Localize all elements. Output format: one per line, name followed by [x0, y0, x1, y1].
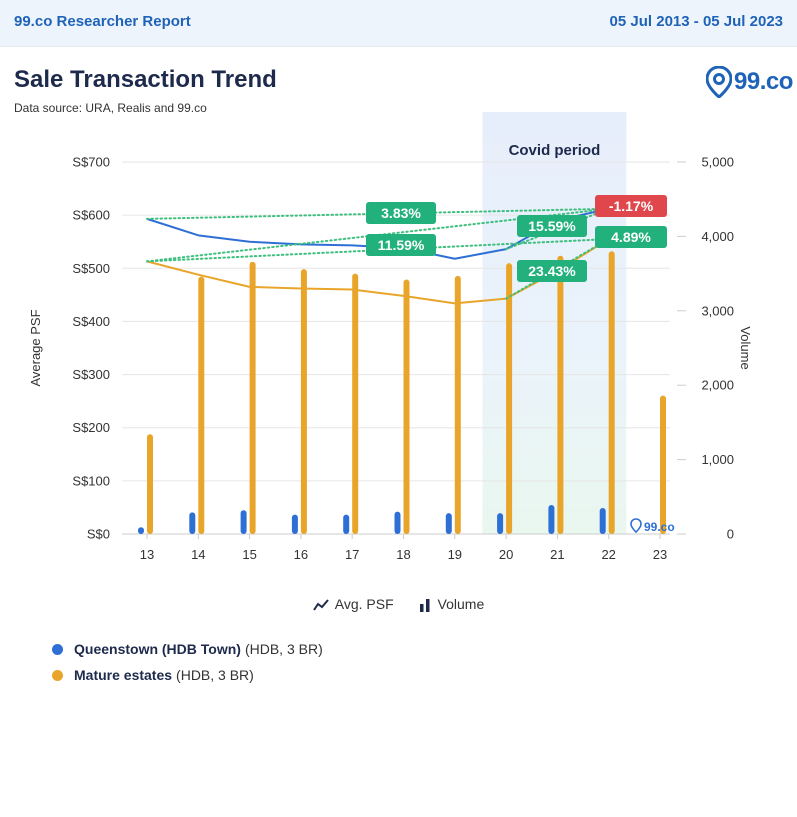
volume-bar	[352, 273, 359, 534]
y-right-tick-label: 1,000	[701, 452, 734, 467]
badge-background	[366, 234, 436, 256]
series-legend-item[interactable]: Queenstown (HDB Town) (HDB, 3 BR)	[52, 636, 323, 662]
chart-subtitle: Data source: URA, Realis and 99.co	[14, 101, 207, 115]
volume-bar	[291, 514, 298, 534]
y-right-tick-label: 3,000	[701, 303, 734, 318]
y-left-tick-label: S$600	[72, 208, 110, 223]
series-legend: Queenstown (HDB Town) (HDB, 3 BR) Mature…	[52, 636, 323, 688]
y-left-tick-label: S$500	[72, 261, 110, 276]
chart-title: Sale Transaction Trend	[14, 66, 277, 93]
badge-background	[366, 202, 436, 224]
badge-label: 4.89%	[611, 229, 651, 245]
badge-label: 11.59%	[378, 237, 425, 253]
y-left-tick-label: S$200	[72, 420, 110, 435]
percent-change-badge: -1.17%	[595, 195, 667, 217]
badge-label: 15.59%	[528, 218, 576, 234]
volume-bar	[403, 279, 410, 534]
volume-bar	[198, 276, 205, 534]
report-header-bar: 99.co Researcher Report 05 Jul 2013 - 05…	[0, 0, 797, 47]
y-left-tick-label: S$400	[72, 314, 110, 329]
volume-bar	[557, 255, 564, 534]
covid-period-band	[482, 112, 627, 534]
volume-bar	[147, 434, 153, 534]
brand-logo: 99.co	[705, 65, 793, 99]
x-tick-label: 21	[550, 547, 564, 562]
watermark-text: 99.co	[644, 520, 675, 534]
y-right-tick-label: 4,000	[701, 229, 734, 244]
volume-bar	[343, 514, 350, 534]
y-left-tick-label: S$0	[87, 527, 110, 542]
y-left-tick-label: S$100	[72, 473, 110, 488]
bar-chart-icon	[419, 599, 430, 613]
series-color-dot	[52, 669, 63, 681]
y-left-tick-label: S$700	[72, 155, 110, 170]
x-tick-label: 18	[396, 547, 410, 562]
volume-bar	[608, 251, 615, 534]
legend-volume[interactable]: Volume	[418, 596, 485, 613]
percent-change-badge: 4.89%	[595, 226, 667, 248]
series-name: Mature estates	[74, 667, 173, 683]
badge-background	[595, 226, 667, 248]
series-name: Queenstown (HDB Town)	[74, 641, 241, 657]
volume-bar	[249, 261, 256, 534]
volume-bar	[497, 513, 504, 534]
x-tick-label: 19	[448, 547, 462, 562]
date-range: 05 Jul 2013 - 05 Jul 2023	[609, 13, 783, 30]
series-color-dot	[52, 643, 63, 655]
chart-legend: Avg. PSF Volume	[0, 595, 797, 613]
volume-bar	[599, 507, 606, 534]
percent-change-badge: 11.59%	[366, 234, 436, 256]
avg-psf-line-mature	[146, 238, 610, 305]
legend-avg-psf[interactable]: Avg. PSF	[312, 596, 394, 613]
covid-period-label: Covid period	[509, 142, 601, 159]
logo-text: 99.co	[734, 68, 793, 95]
badge-label: 3.83%	[381, 205, 421, 221]
x-tick-label: 14	[191, 547, 205, 562]
y-left-axis-title: Average PSF	[28, 309, 43, 386]
volume-bar	[138, 527, 144, 534]
x-tick-label: 22	[601, 547, 615, 562]
x-tick-label: 23	[653, 547, 667, 562]
y-left-tick-label: S$300	[72, 367, 110, 382]
volume-bar	[548, 504, 555, 534]
badge-background	[595, 195, 667, 217]
series-detail: (HDB, 3 BR)	[176, 667, 254, 683]
y-right-tick-label: 0	[727, 527, 734, 542]
percent-change-badge: 23.43%	[517, 260, 587, 282]
volume-bar	[300, 269, 307, 534]
location-pin-icon	[705, 65, 733, 99]
chart-watermark: 99.co	[630, 518, 675, 534]
percent-change-badge: 15.59%	[517, 215, 587, 237]
y-right-tick-label: 2,000	[701, 378, 734, 393]
volume-bar	[454, 275, 461, 534]
x-tick-label: 16	[294, 547, 308, 562]
volume-bar	[506, 263, 513, 534]
line-chart-icon	[312, 599, 329, 611]
percent-change-badge: 3.83%	[366, 202, 436, 224]
y-right-tick-label: 5,000	[701, 155, 734, 170]
badge-background	[517, 260, 587, 282]
volume-bar	[660, 395, 666, 534]
report-title: 99.co Researcher Report	[14, 13, 191, 30]
volume-bar	[240, 510, 247, 534]
badge-background	[517, 215, 587, 237]
series-legend-item[interactable]: Mature estates (HDB, 3 BR)	[52, 662, 323, 688]
x-tick-label: 15	[242, 547, 256, 562]
x-tick-label: 13	[140, 547, 154, 562]
y-right-axis-title: Volume	[738, 326, 753, 369]
series-detail: (HDB, 3 BR)	[244, 641, 323, 657]
x-tick-label: 17	[345, 547, 359, 562]
sale-transaction-chart: Covid period S$0 S$100 S$200 S$300 S$400 S$500…	[28, 112, 753, 562]
legend-volume-label: Volume	[437, 596, 485, 613]
location-pin-icon	[630, 518, 642, 534]
legend-avg-psf-label: Avg. PSF	[334, 596, 394, 613]
badge-label: 23.43%	[528, 263, 576, 279]
x-tick-label: 20	[499, 547, 513, 562]
volume-bar	[394, 511, 401, 534]
volume-bar	[445, 513, 452, 534]
volume-bar	[189, 512, 196, 534]
badge-label: -1.17%	[609, 198, 654, 214]
